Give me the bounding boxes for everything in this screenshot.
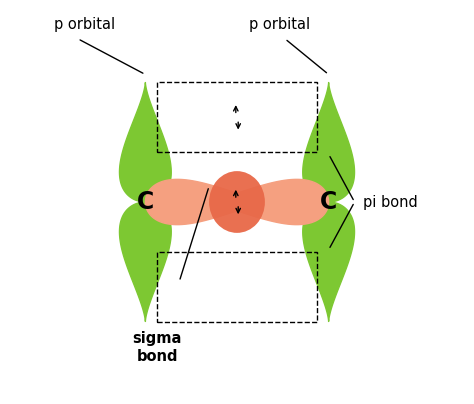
Text: sigma
bond: sigma bond: [133, 332, 182, 364]
Text: p orbital: p orbital: [54, 17, 115, 32]
Bar: [157, 252, 317, 322]
Bar: [157, 82, 317, 152]
Ellipse shape: [209, 171, 265, 233]
Polygon shape: [146, 179, 273, 225]
Text: p orbital: p orbital: [249, 17, 310, 32]
Text: C: C: [320, 190, 337, 214]
Text: pi bond: pi bond: [363, 194, 417, 210]
Polygon shape: [303, 202, 355, 322]
Polygon shape: [119, 82, 171, 202]
Polygon shape: [303, 82, 355, 202]
Polygon shape: [201, 179, 328, 225]
Text: C: C: [137, 190, 154, 214]
Polygon shape: [119, 202, 171, 322]
